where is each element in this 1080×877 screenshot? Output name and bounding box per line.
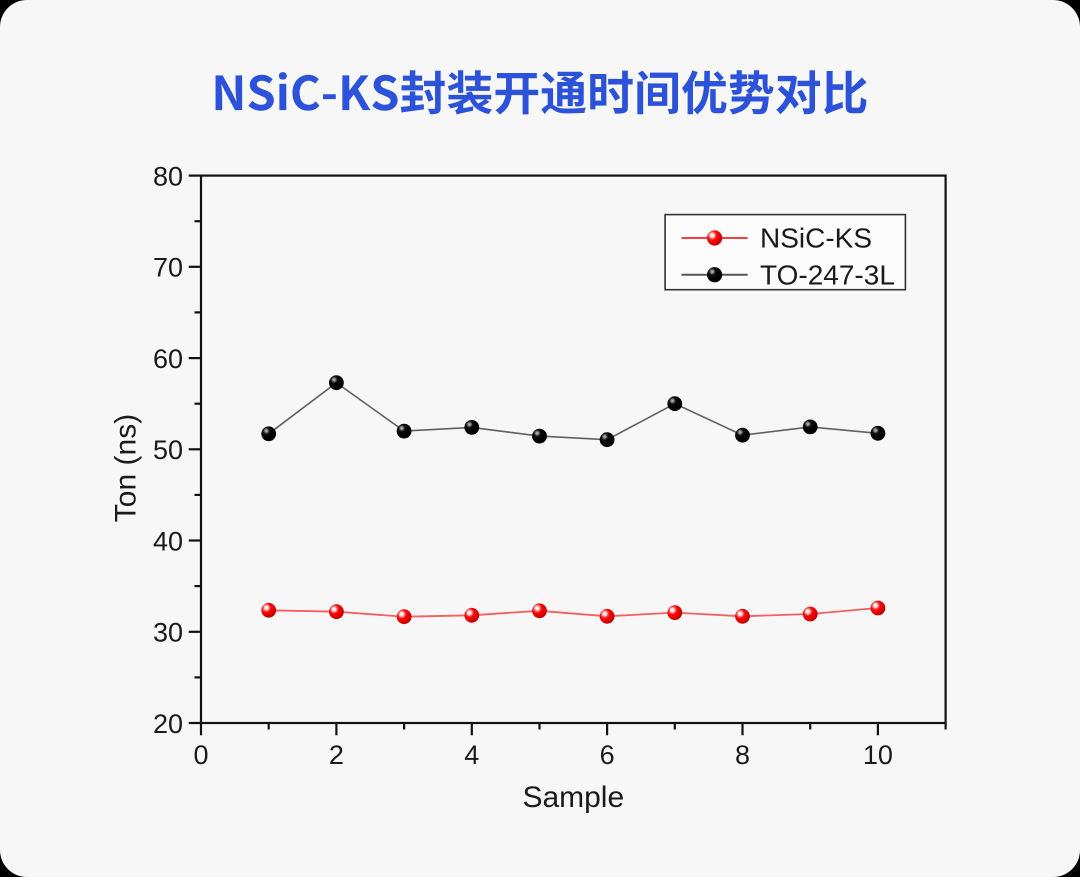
svg-text:Ton (ns): Ton (ns) <box>110 414 143 522</box>
svg-text:Sample: Sample <box>522 781 624 814</box>
svg-text:NSiC-KS: NSiC-KS <box>760 223 872 254</box>
svg-text:50: 50 <box>153 435 183 465</box>
svg-text:80: 80 <box>153 161 183 191</box>
svg-text:40: 40 <box>153 526 183 556</box>
svg-text:TO-247-3L: TO-247-3L <box>760 259 895 290</box>
svg-text:2: 2 <box>329 740 344 770</box>
svg-text:8: 8 <box>735 740 750 770</box>
svg-text:0: 0 <box>193 740 208 770</box>
svg-text:6: 6 <box>600 740 615 770</box>
svg-text:30: 30 <box>153 618 183 648</box>
svg-text:4: 4 <box>464 740 479 770</box>
svg-text:70: 70 <box>153 253 183 283</box>
svg-text:20: 20 <box>153 709 183 739</box>
svg-text:60: 60 <box>153 344 183 374</box>
svg-text:10: 10 <box>863 740 893 770</box>
